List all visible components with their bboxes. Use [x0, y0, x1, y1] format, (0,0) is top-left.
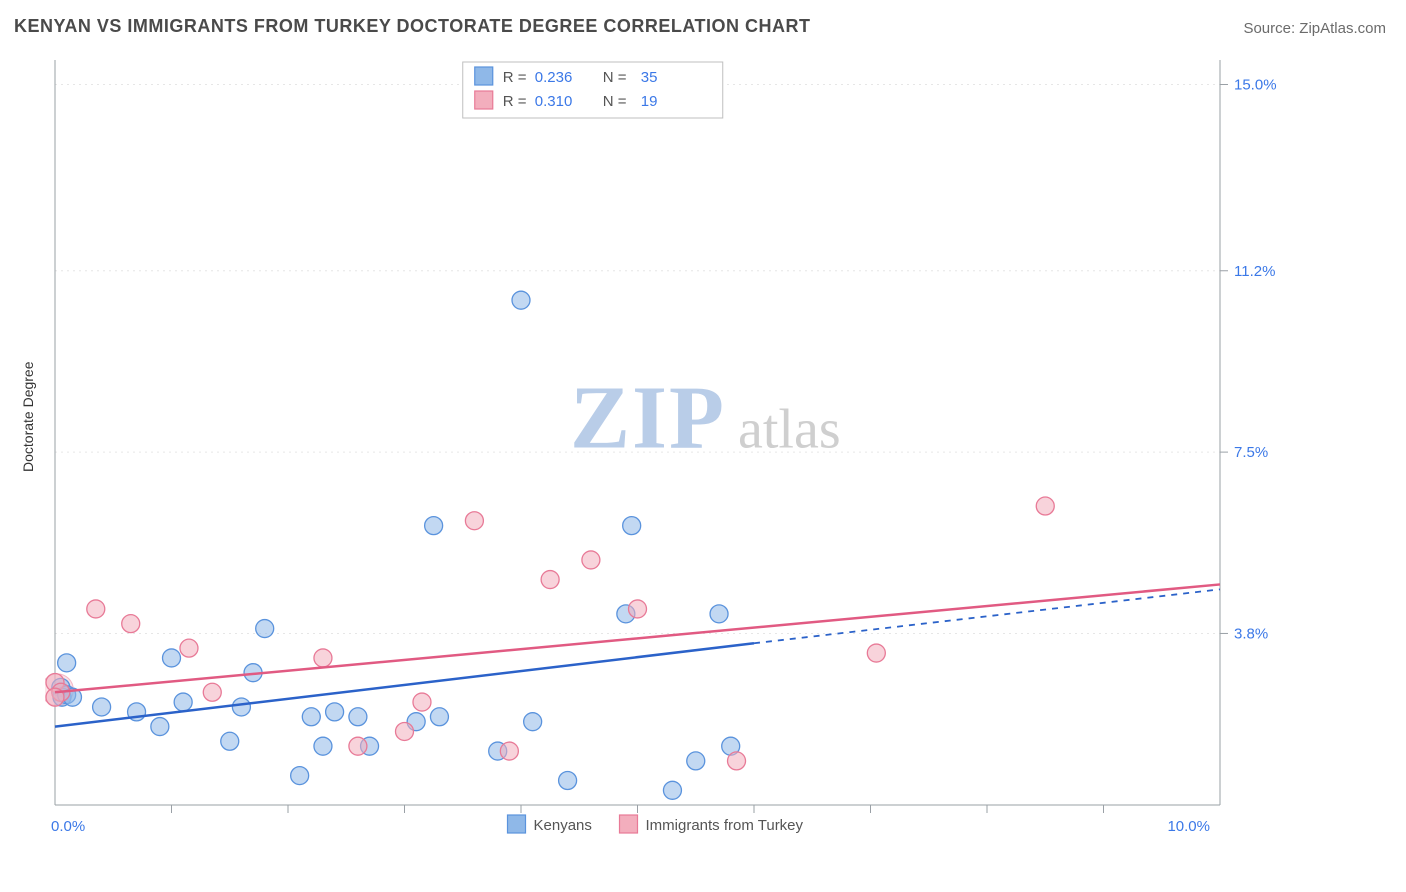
source-label: Source: ZipAtlas.com	[1243, 20, 1386, 37]
x-start-label: 0.0%	[51, 818, 85, 835]
scatter-point	[541, 571, 559, 589]
chart-title: KENYAN VS IMMIGRANTS FROM TURKEY DOCTORA…	[14, 16, 811, 37]
svg-text:R =: R =	[503, 69, 527, 86]
scatter-point	[710, 605, 728, 623]
svg-text:atlas: atlas	[738, 399, 841, 461]
svg-text:0.236: 0.236	[535, 69, 573, 86]
series-legend: Kenyans Immigrants from Turkey	[508, 815, 804, 834]
trend-line-kenyans	[55, 643, 754, 726]
scatter-points	[45, 291, 1054, 799]
scatter-point	[221, 732, 239, 750]
scatter-point	[1036, 497, 1054, 515]
scatter-point	[728, 752, 746, 770]
scatter-point	[349, 708, 367, 726]
scatter-point	[302, 708, 320, 726]
correlation-chart: 3.8% 7.5% 11.2% 15.0% 0.0% 10.0% ZIPatlas R = 0.…	[45, 50, 1295, 845]
svg-text:ZIP: ZIP	[570, 369, 726, 468]
legend-swatch	[620, 815, 638, 833]
scatter-point	[122, 615, 140, 633]
scatter-point	[151, 718, 169, 736]
scatter-point	[203, 683, 221, 701]
scatter-point	[163, 649, 181, 667]
svg-text:N =: N =	[603, 93, 627, 110]
x-end-label: 10.0%	[1167, 818, 1210, 835]
scatter-point	[512, 291, 530, 309]
y-tick-label: 15.0%	[1234, 77, 1277, 94]
scatter-point	[524, 713, 542, 731]
scatter-point	[559, 771, 577, 789]
scatter-point	[623, 517, 641, 535]
y-tick-label: 3.8%	[1234, 625, 1268, 642]
scatter-point	[430, 708, 448, 726]
watermark: ZIPatlas	[570, 369, 841, 468]
scatter-point	[232, 698, 250, 716]
scatter-point	[256, 620, 274, 638]
trend-line-kenyans-dashed	[754, 589, 1220, 643]
svg-text:N =: N =	[603, 69, 627, 86]
y-axis-label: Doctorate Degree	[20, 361, 36, 472]
legend-swatch	[475, 67, 493, 85]
scatter-point	[87, 600, 105, 618]
scatter-point	[687, 752, 705, 770]
scatter-point	[867, 644, 885, 662]
svg-text:0.310: 0.310	[535, 93, 573, 110]
scatter-point	[314, 737, 332, 755]
scatter-point	[291, 767, 309, 785]
scatter-point	[396, 722, 414, 740]
scatter-point	[314, 649, 332, 667]
scatter-point	[180, 639, 198, 657]
scatter-point	[582, 551, 600, 569]
legend-swatch	[508, 815, 526, 833]
y-tick-label: 7.5%	[1234, 444, 1268, 461]
scatter-point	[174, 693, 192, 711]
scatter-point	[500, 742, 518, 760]
scatter-point	[629, 600, 647, 618]
scatter-point	[413, 693, 431, 711]
svg-text:R =: R =	[503, 93, 527, 110]
scatter-point	[58, 654, 76, 672]
svg-text:19: 19	[641, 93, 658, 110]
legend-swatch	[475, 91, 493, 109]
scatter-point	[349, 737, 367, 755]
stats-legend: R = 0.236 N = 35 R = 0.310 N = 19	[463, 62, 723, 118]
scatter-point	[93, 698, 111, 716]
legend-label: Kenyans	[534, 817, 592, 834]
scatter-point	[465, 512, 483, 530]
scatter-point	[425, 517, 443, 535]
scatter-point	[663, 781, 681, 799]
legend-label: Immigrants from Turkey	[646, 817, 804, 834]
y-tick-label: 11.2%	[1234, 263, 1275, 280]
svg-text:35: 35	[641, 69, 658, 86]
scatter-point	[326, 703, 344, 721]
